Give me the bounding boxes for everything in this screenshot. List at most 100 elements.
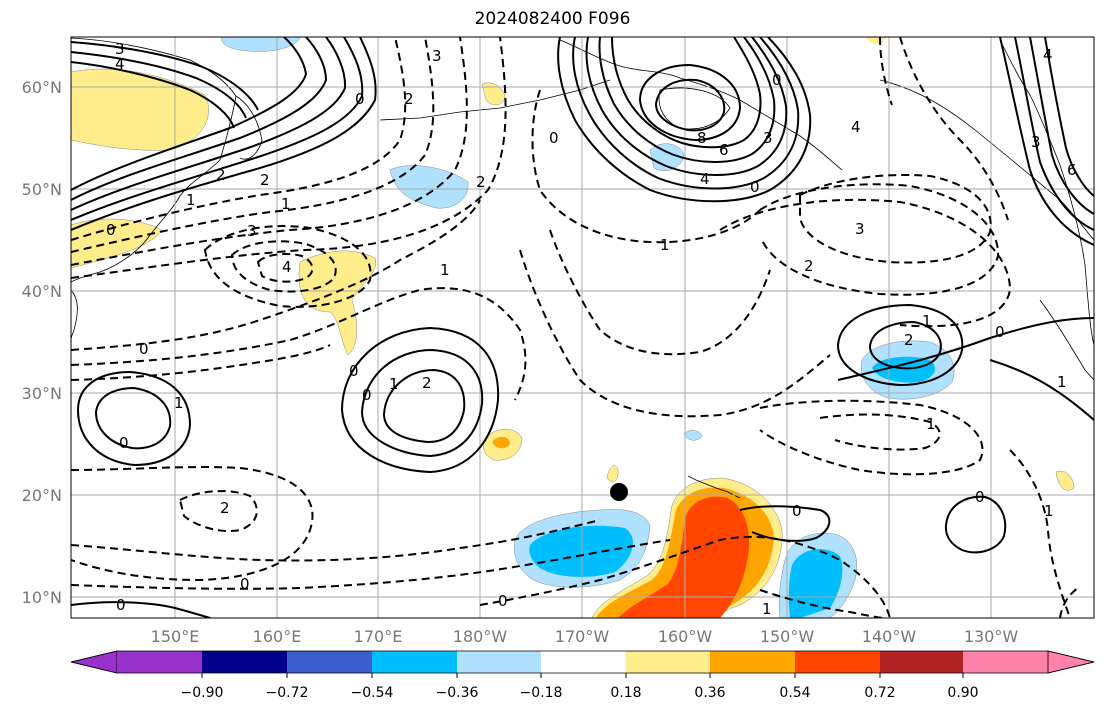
colorbar-bin (457, 651, 541, 673)
coast-alaska-n (658, 87, 731, 130)
dash-low-1 (203, 225, 372, 308)
contour-label: 2 (422, 374, 432, 392)
contour-label: 1 (281, 195, 291, 213)
contour-alaska-low-1 (557, 37, 812, 203)
contour-nw-3 (71, 37, 347, 211)
dash-mid-4 (531, 89, 761, 244)
colorbar-bin (626, 651, 710, 673)
contour-ne-1 (999, 37, 1094, 246)
contour-alaska-low-3 (585, 37, 788, 176)
contour-label: 1 (186, 191, 196, 209)
dash-s-3 (1009, 449, 1071, 618)
contour-label: 2 (216, 166, 226, 184)
dash-mid-3 (71, 344, 331, 381)
lon-label-150w: 150°W (760, 627, 815, 646)
yellow-region-w (71, 218, 163, 269)
contour-label: 2 (404, 90, 414, 108)
dash-low-2 (230, 240, 337, 293)
colorbar-tick-label: 0.18 (610, 685, 641, 701)
dash-ne-2 (899, 37, 1009, 221)
contour-label: 0 (106, 221, 116, 239)
station-marker (610, 483, 628, 501)
contour-label: 4 (1043, 46, 1053, 64)
contour-label: 0 (355, 90, 365, 108)
contour-nw-2 (71, 37, 364, 221)
colorbar-bin (202, 651, 287, 673)
dash-s-9 (759, 589, 886, 618)
contour-label-layer: 3 4 2 2 1 0 1 3 4 2 0 3 2 0 8 6 4 3 0 4 … (106, 40, 1077, 618)
dash-s-8 (479, 535, 891, 618)
contour-label: 0 (995, 323, 1005, 341)
colorbar-tick-label: 0.36 (694, 685, 725, 701)
contour-nw-top3 (71, 61, 235, 129)
contour-alaska-low-7 (654, 78, 726, 132)
lat-label-10n: 10°N (22, 588, 62, 607)
dash-mid-6 (519, 249, 831, 418)
dash-s-1 (759, 399, 984, 476)
yellow-blob-small (481, 82, 506, 106)
dash-s-6 (71, 539, 671, 590)
contour-label: 0 (772, 71, 782, 89)
colorbar-extend-low (70, 650, 118, 674)
contour-alaska-low-2 (572, 37, 800, 190)
contour-label: 0 (139, 340, 149, 358)
dash-nw-3 (71, 37, 468, 266)
red-region-s (618, 496, 750, 618)
dash-s-2 (819, 413, 941, 451)
contour-label: 0 (792, 502, 802, 520)
colorbar-tick-marks (201, 673, 964, 678)
dash-mid-1 (71, 199, 481, 351)
lon-label-180w: 180°W (453, 627, 508, 646)
colorbar-tick-label: −0.90 (181, 685, 224, 701)
contour-mid-high-3 (382, 368, 466, 444)
dash-s-7 (178, 490, 258, 532)
colorbar-bin (710, 651, 795, 673)
colorbar-bin (880, 651, 963, 673)
blue-blob-top (221, 37, 301, 52)
contour-label: 2 (260, 171, 270, 189)
coast-hawaii (687, 475, 741, 499)
contour-label: 1 (389, 375, 399, 393)
latitude-labels: 60°N 50°N 40°N 30°N 20°N 10°N (22, 78, 62, 607)
colorbar-tick-label: −0.36 (436, 685, 479, 701)
contour-label: 1 (922, 312, 932, 330)
dash-e-1 (799, 173, 992, 264)
lat-label-60n: 60°N (22, 78, 62, 97)
contour-label: 6 (1067, 161, 1077, 179)
lat-label-40n: 40°N (22, 282, 62, 301)
contour-bottom-left (71, 601, 211, 618)
longitude-labels: 150°E 160°E 170°E 180°W 170°W 160°W 150°… (151, 627, 1019, 646)
contour-label: 4 (851, 118, 861, 136)
coast-kamchatka (235, 95, 263, 160)
contour-label: 1 (762, 600, 772, 618)
dash-nw-1 (71, 37, 407, 241)
contour-label: 0 (349, 362, 359, 380)
contour-label: 2 (220, 499, 230, 517)
contour-label: 3 (247, 222, 257, 240)
contour-label: 0 (240, 575, 250, 593)
colorbar-extend-high (1047, 650, 1095, 674)
lat-label-30n: 30°N (22, 384, 62, 403)
contour-w-high-2 (94, 386, 172, 450)
contour-label: 1 (1044, 502, 1054, 520)
contour-e-one (989, 359, 1094, 421)
blue-core-sw (529, 525, 633, 577)
contour-ne-4 (1044, 37, 1094, 197)
yellow-blob-island (606, 465, 619, 482)
contour-label: 4 (700, 170, 710, 188)
colorbar-tick-label: 0.54 (779, 685, 810, 701)
contour-nw-1 (71, 37, 377, 231)
blue-blob-alaska (649, 143, 685, 171)
lon-label-160e: 160°E (253, 627, 302, 646)
dash-mid-2 (71, 287, 527, 401)
dash-ne-1 (879, 37, 893, 106)
contour-e-zero (837, 317, 1094, 381)
lat-label-20n: 20°N (22, 486, 62, 505)
contour-label: 0 (750, 178, 760, 196)
contour-label: 3 (1031, 133, 1041, 151)
map-frame (70, 36, 1095, 619)
negative-contours (71, 37, 1079, 618)
lon-label-170e: 170°E (354, 627, 403, 646)
contour-label: 1 (926, 415, 936, 433)
